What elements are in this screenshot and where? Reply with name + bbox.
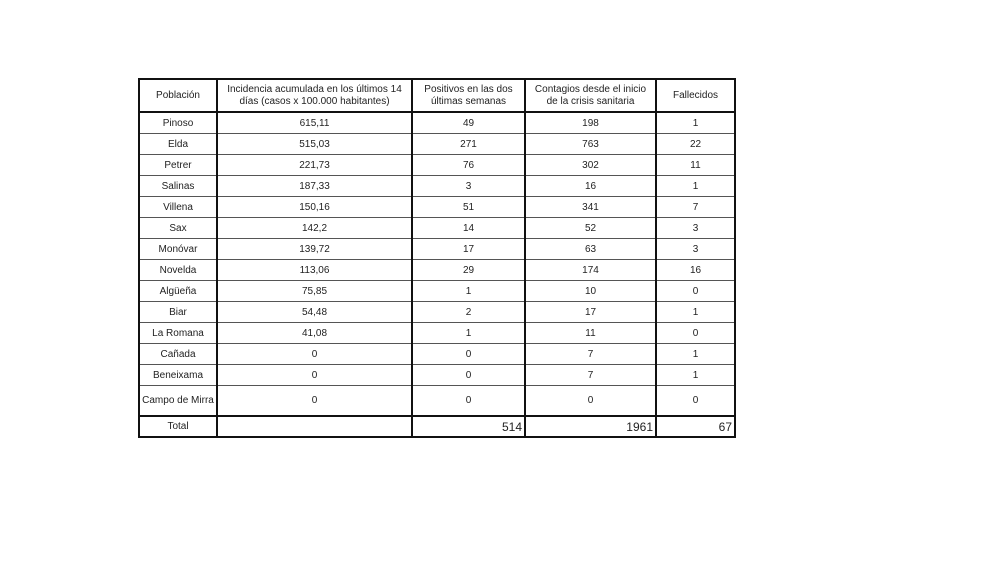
table-cell: 52: [524, 217, 657, 239]
table-cell: 1: [655, 175, 736, 197]
total-cell: 514: [411, 415, 526, 438]
table-cell: 16: [655, 259, 736, 281]
table-row: Petrer 221,73 76 302 11: [138, 154, 736, 176]
table-cell: 29: [411, 259, 526, 281]
table-row: Elda 515,03 271 763 22: [138, 133, 736, 155]
table-row: Beneixama 0 0 7 1: [138, 364, 736, 386]
table-cell: 302: [524, 154, 657, 176]
table-cell: 271: [411, 133, 526, 155]
table-cell: 22: [655, 133, 736, 155]
table-cell: 7: [655, 196, 736, 218]
table-cell: 76: [411, 154, 526, 176]
table-cell: Beneixama: [138, 364, 218, 386]
table-cell: Cañada: [138, 343, 218, 365]
table-cell: Campo de Mirra: [138, 385, 218, 417]
table-row: Cañada 0 0 7 1: [138, 343, 736, 365]
table-cell: 0: [216, 385, 413, 417]
table-cell: 1: [411, 280, 526, 302]
table-cell: 1: [655, 364, 736, 386]
table-cell: 41,08: [216, 322, 413, 344]
table-cell: Sax: [138, 217, 218, 239]
table-cell: 142,2: [216, 217, 413, 239]
table-cell: Biar: [138, 301, 218, 323]
header-cell: Población: [138, 78, 218, 113]
table-cell: 11: [655, 154, 736, 176]
table-row: Villena 150,16 51 341 7: [138, 196, 736, 218]
table-cell: 10: [524, 280, 657, 302]
table-cell: 515,03: [216, 133, 413, 155]
empty-cell: [216, 415, 413, 438]
table-cell: 51: [411, 196, 526, 218]
table-cell: 1: [655, 343, 736, 365]
table-cell: 16: [524, 175, 657, 197]
table-cell: 221,73: [216, 154, 413, 176]
table-row: Sax 142,2 14 52 3: [138, 217, 736, 239]
header-cell: Positivos en las dos últimas semanas: [411, 78, 526, 113]
table-cell: 7: [524, 343, 657, 365]
table-row: Algüeña 75,85 1 10 0: [138, 280, 736, 302]
table-cell: 3: [655, 217, 736, 239]
table-cell: Elda: [138, 133, 218, 155]
table-cell: 3: [655, 238, 736, 260]
table-cell: 113,06: [216, 259, 413, 281]
table-cell: 14: [411, 217, 526, 239]
table-cell: 1: [655, 111, 736, 134]
table-cell: 174: [524, 259, 657, 281]
table-cell: 54,48: [216, 301, 413, 323]
table-cell: 49: [411, 111, 526, 134]
table-row: Biar 54,48 2 17 1: [138, 301, 736, 323]
header-cell: Contagios desde el inicio de la crisis s…: [524, 78, 657, 113]
table-cell: Pinoso: [138, 111, 218, 134]
table-cell: 17: [524, 301, 657, 323]
table-cell: 1: [411, 322, 526, 344]
header-cell: Incidencia acumulada en los últimos 14 d…: [216, 78, 413, 113]
table-cell: 0: [655, 385, 736, 417]
table-cell: 0: [655, 280, 736, 302]
table-cell: 0: [655, 322, 736, 344]
table-row: Salinas 187,33 3 16 1: [138, 175, 736, 197]
table-cell: 198: [524, 111, 657, 134]
table-cell: 341: [524, 196, 657, 218]
table-row: La Romana 41,08 1 11 0: [138, 322, 736, 344]
table-cell: La Romana: [138, 322, 218, 344]
total-row: Total 514 1961 67: [138, 415, 736, 438]
header-row: Población Incidencia acumulada en los últ…: [138, 78, 736, 113]
table-cell: 2: [411, 301, 526, 323]
header-cell: Fallecidos: [655, 78, 736, 113]
total-label: Total: [138, 415, 218, 438]
table-cell: 150,16: [216, 196, 413, 218]
total-cell: 1961: [524, 415, 657, 438]
table-cell: 139,72: [216, 238, 413, 260]
table-cell: 0: [216, 364, 413, 386]
table-cell: 7: [524, 364, 657, 386]
table-cell: 75,85: [216, 280, 413, 302]
table-row: Pinoso 615,11 49 198 1: [138, 111, 736, 134]
table-cell: Novelda: [138, 259, 218, 281]
table-cell: 615,11: [216, 111, 413, 134]
table-cell: Salinas: [138, 175, 218, 197]
table-cell: 0: [411, 385, 526, 417]
table-cell: 0: [411, 364, 526, 386]
table-cell: Villena: [138, 196, 218, 218]
table-body: Pinoso 615,11 49 198 1 Elda 515,03 271 763 22 Petr…: [138, 111, 736, 438]
table-row: Novelda 113,06 29 174 16: [138, 259, 736, 281]
table-cell: Monóvar: [138, 238, 218, 260]
table-cell: Algüeña: [138, 280, 218, 302]
table-cell: 63: [524, 238, 657, 260]
table-cell: 3: [411, 175, 526, 197]
table-cell: Petrer: [138, 154, 218, 176]
table-cell: 11: [524, 322, 657, 344]
total-cell: 67: [655, 415, 736, 438]
table-cell: 1: [655, 301, 736, 323]
table-cell: 763: [524, 133, 657, 155]
table-cell: 0: [524, 385, 657, 417]
table-cell: 187,33: [216, 175, 413, 197]
table-cell: 17: [411, 238, 526, 260]
table-row: Campo de Mirra 0 0 0 0: [138, 385, 736, 417]
data-table: Población Incidencia acumulada en los últ…: [138, 78, 736, 438]
table-cell: 0: [216, 343, 413, 365]
table-row: Monóvar 139,72 17 63 3: [138, 238, 736, 260]
table-cell: 0: [411, 343, 526, 365]
